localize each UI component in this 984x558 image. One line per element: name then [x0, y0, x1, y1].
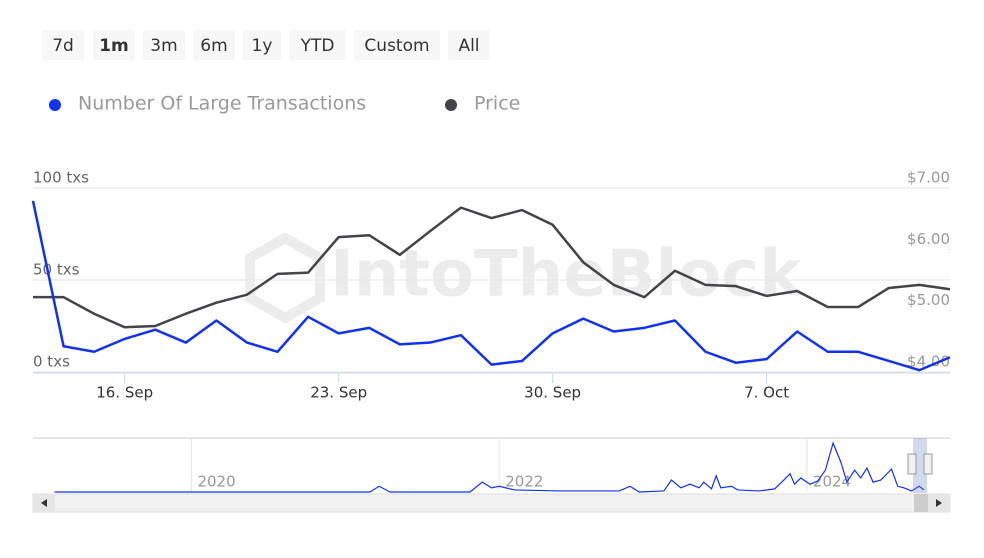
x-tick-label: 16. Sep: [96, 384, 153, 402]
watermark: IntoTheBlock: [245, 232, 803, 324]
y-tick-label: 50 txs: [33, 261, 80, 279]
range-button-bg: [193, 30, 235, 60]
navigator-tick-label: 2020: [197, 473, 235, 491]
y2-tick-label: $5.00: [907, 291, 950, 309]
range-button-bg: [42, 30, 84, 60]
scroll-right-arrow: [936, 499, 942, 507]
legend-item[interactable]: Number Of Large Transactions: [49, 93, 366, 115]
navigator-handle-body: [923, 453, 933, 475]
range-button-bg: [289, 30, 346, 60]
series-line: [31, 200, 951, 372]
range-button[interactable]: 3m: [143, 30, 185, 60]
range-button-bg: [243, 30, 281, 60]
navigator-mask: [913, 438, 927, 493]
legend-item[interactable]: Price: [445, 93, 520, 115]
range-button[interactable]: 7d: [42, 30, 84, 60]
range-button[interactable]: All: [448, 30, 490, 60]
legend-marker: [49, 99, 61, 111]
range-button-label: YTD: [300, 36, 335, 56]
range-button-label: 1y: [252, 36, 273, 56]
watermark-text: IntoTheBlock: [330, 238, 803, 312]
navigator-line: [54, 441, 925, 493]
legend-marker: [445, 99, 457, 111]
x-tick-label: 23. Sep: [310, 384, 367, 402]
navigator-tick-label: 2024: [813, 473, 851, 491]
range-button[interactable]: 1m: [93, 30, 135, 60]
range-button-bg: [354, 30, 440, 60]
x-tick-label: 30. Sep: [524, 384, 581, 402]
scroll-left-arrow: [41, 499, 47, 507]
range-button-label: 3m: [150, 36, 177, 56]
range-button[interactable]: 6m: [193, 30, 235, 60]
scrollbar-thumb[interactable]: [914, 494, 928, 512]
range-button-bg: [93, 30, 135, 60]
y2-tick-label: $7.00: [907, 169, 950, 187]
range-button-label: 1m: [99, 36, 129, 56]
range-button-label: All: [458, 36, 479, 56]
legend-label: Price: [474, 93, 520, 115]
series-line: [33, 206, 951, 329]
y-tick-label: 100 txs: [33, 169, 89, 187]
range-button[interactable]: 1y: [243, 30, 281, 60]
range-button[interactable]: YTD: [289, 30, 346, 60]
range-button-bg: [448, 30, 490, 60]
navigator-handle-body: [907, 453, 917, 475]
range-button-label: 7d: [52, 36, 74, 56]
watermark-logo: [245, 232, 325, 324]
x-tick-label: 7. Oct: [744, 384, 789, 402]
range-button[interactable]: Custom: [354, 30, 440, 60]
range-button-bg: [143, 30, 185, 60]
scrollbar-track: [32, 493, 951, 513]
y-tick-label: 0 txs: [33, 353, 70, 371]
navigator-handle[interactable]: [907, 453, 933, 475]
legend-label: Number Of Large Transactions: [78, 93, 366, 115]
range-button-label: Custom: [364, 36, 429, 56]
y2-tick-label: $6.00: [907, 230, 950, 248]
y2-tick-label: $4.00: [907, 353, 950, 371]
navigator-tick-label: 2022: [505, 473, 543, 491]
range-button-label: 6m: [200, 36, 227, 56]
